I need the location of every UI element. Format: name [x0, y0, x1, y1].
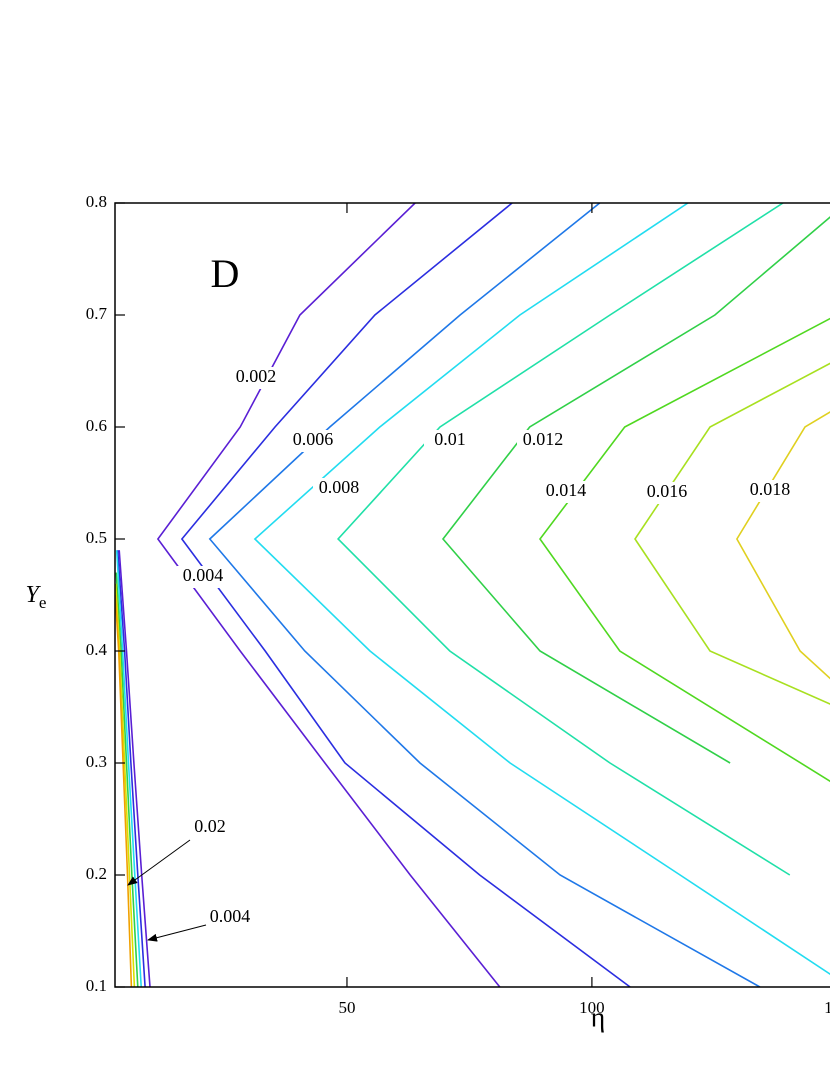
contour-label: 0.014 [546, 480, 587, 500]
x-axis-label: η [591, 1002, 606, 1033]
y-tick-label: 0.7 [86, 304, 108, 323]
label-bg [744, 480, 796, 502]
y-tick-label: 0.5 [86, 528, 107, 547]
contour-line [118, 550, 151, 987]
contour-line [116, 550, 146, 987]
contour-label: 0.018 [750, 479, 791, 499]
contour-line [180, 203, 631, 987]
y-tick-label: 0.1 [86, 976, 107, 995]
axes: 0.1 0.2 0.3 0.4 0.5 0.6 0.7 0.8 50 100 150 [86, 192, 830, 1017]
contour-line [156, 203, 501, 987]
x-tick-label: 100 [579, 998, 605, 1017]
label-bg [540, 481, 592, 503]
contour-line [539, 317, 830, 783]
plot-frame [114, 202, 830, 988]
y-axis-label-sub: e [39, 593, 47, 612]
contour-line [634, 362, 830, 705]
y-tick-label: 0.4 [86, 640, 108, 659]
contour-line [336, 203, 791, 876]
x-tick-label: 150 [824, 998, 830, 1017]
label-arrow [147, 924, 207, 942]
label-bg [517, 430, 569, 452]
panel-label: D [211, 251, 240, 296]
y-tick-label: 0.6 [86, 416, 107, 435]
label-bg [287, 430, 339, 452]
contour-label: 0.008 [319, 477, 360, 497]
label-bg [177, 566, 229, 588]
contour-line [253, 203, 830, 976]
contour-label: 0.004 [210, 906, 251, 926]
contour-lines [115, 203, 830, 987]
x-tick-label: 50 [338, 998, 355, 1017]
contour-label: 0.02 [194, 816, 226, 836]
label-bg [313, 478, 365, 500]
y-tick-label: 0.8 [86, 192, 107, 211]
label-arrow [127, 839, 191, 886]
label-bg [230, 367, 282, 389]
contour-label: 0.004 [183, 565, 224, 585]
label-bg [424, 430, 476, 452]
contour-line [735, 411, 830, 680]
contour-label: 0.002 [236, 366, 277, 386]
contour-line [115, 550, 142, 987]
contour-line [208, 203, 761, 987]
contour-line [115, 572, 139, 987]
y-axis-label: Ye [26, 582, 47, 612]
y-tick-label: 0.2 [86, 864, 107, 883]
y-axis-label-main: Y [26, 582, 42, 608]
contour-label: 0.006 [293, 429, 334, 449]
contour-label: 0.01 [434, 429, 466, 449]
label-bg [641, 482, 693, 504]
contour-line [441, 216, 830, 764]
contour-label: 0.016 [647, 481, 688, 501]
y-tick-label: 0.3 [86, 752, 107, 771]
contour-label: 0.012 [523, 429, 564, 449]
